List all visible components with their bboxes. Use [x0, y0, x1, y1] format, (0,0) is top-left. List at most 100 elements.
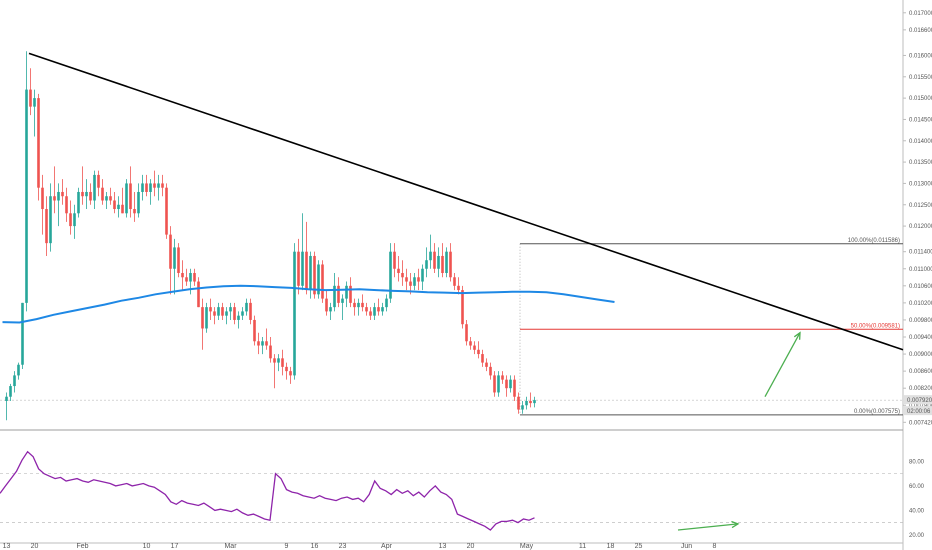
- rsi-tick-label: 60.00: [909, 484, 925, 490]
- price-tick-label: 0.017000: [909, 11, 932, 17]
- current-price-box: [904, 395, 932, 405]
- candle-body: [417, 277, 420, 282]
- candle-body: [5, 396, 8, 401]
- candle-body: [29, 89, 32, 107]
- time-tick-label: Jun: [681, 543, 692, 550]
- candle-body: [461, 290, 464, 325]
- price-tick-label: 0.008600: [909, 369, 932, 375]
- candle-body: [297, 251, 300, 286]
- candle-body: [313, 255, 316, 295]
- price-tick-label: 0.012500: [909, 203, 932, 209]
- candle-body: [57, 191, 60, 201]
- candle-body: [237, 315, 240, 320]
- candle-body: [201, 307, 204, 329]
- candle-body: [225, 311, 228, 316]
- time-tick-label: 11: [579, 543, 586, 550]
- fibonacci-retracement[interactable]: 100.00%(0.011586) 50.00%(0.009581) 0.00%(0…: [519, 238, 903, 416]
- candle-body: [361, 302, 364, 308]
- candle-body: [285, 366, 288, 372]
- candle-body: [181, 273, 184, 278]
- price-tick-label: 0.011000: [909, 267, 932, 273]
- projection-arrow-head: [793, 331, 801, 340]
- candle-body: [77, 191, 80, 214]
- price-tick-label: 0.012000: [909, 224, 932, 230]
- candle-body: [65, 196, 68, 214]
- candle-body: [365, 307, 368, 312]
- price-tick-label: 0.009400: [909, 335, 932, 341]
- candle-body: [393, 251, 396, 269]
- price-tick-label: 0.010600: [909, 284, 932, 290]
- candle-body: [105, 196, 108, 201]
- time-tick-label: 13: [3, 543, 11, 550]
- axes-layer: 0.017000 0.016600 0.016000 0.015500 0.015000…: [3, 11, 932, 550]
- candle-body: [133, 209, 136, 214]
- rsi-tick-label: 20.00: [909, 533, 925, 539]
- price-tick-label: 0.016600: [909, 28, 932, 34]
- candle-body: [349, 285, 352, 303]
- candle-body: [85, 191, 88, 197]
- candle-body: [421, 268, 424, 282]
- candle-body: [473, 345, 476, 350]
- countdown-label: 02:00:06: [907, 409, 931, 415]
- candle-body: [377, 307, 380, 312]
- time-tick-label: 10: [143, 543, 151, 550]
- candle-body: [533, 400, 536, 404]
- rsi-divergence-arrow-head: [731, 520, 740, 529]
- candle-body: [161, 183, 164, 188]
- price-tick-label: 0.009800: [909, 318, 932, 324]
- time-tick-label: 18: [607, 543, 615, 550]
- candle-body: [325, 298, 328, 312]
- fib-level-label: 50.00%(0.009581): [851, 323, 900, 329]
- candle-body: [81, 191, 84, 197]
- candle-body: [409, 281, 412, 286]
- current-price-label: 0.007920: [907, 398, 932, 404]
- candle-body: [413, 277, 416, 286]
- candle-body: [37, 98, 40, 188]
- time-tick-label: Apr: [381, 543, 393, 550]
- price-tick-label: 0.007420: [909, 420, 932, 426]
- candle-body: [265, 341, 268, 346]
- candle-body: [333, 285, 336, 308]
- candle-body: [497, 375, 500, 393]
- candle-body: [221, 307, 224, 316]
- trendline-drawing[interactable]: [28, 52, 904, 351]
- candle-body: [261, 341, 264, 346]
- candle-body: [509, 379, 512, 389]
- projection-arrows[interactable]: [764, 331, 801, 398]
- rsi-tick-label: 80.00: [909, 459, 925, 465]
- candle-body: [157, 183, 160, 188]
- candle-body: [277, 358, 280, 363]
- rsi-tick-label: 40.00: [909, 508, 925, 514]
- candle-body: [21, 302, 24, 365]
- candle-body: [205, 307, 208, 329]
- candle-body: [129, 183, 132, 210]
- candle-body: [17, 364, 20, 376]
- countdown-box: [904, 406, 932, 416]
- candle-body: [217, 307, 220, 316]
- candle-body: [281, 358, 284, 367]
- candle-body: [405, 277, 408, 282]
- candle-body: [69, 213, 72, 227]
- candle-body: [101, 187, 104, 201]
- time-tick-label: 20: [467, 543, 475, 550]
- moving-average-line: [2, 284, 615, 324]
- candle-body: [61, 191, 64, 197]
- price-tick-label: 0.015500: [909, 75, 932, 81]
- candle-body: [269, 345, 272, 359]
- moving-average-series: [2, 284, 615, 324]
- candle-body: [245, 302, 248, 312]
- candle-body: [505, 379, 508, 389]
- candle-body: [481, 354, 484, 363]
- candle-body: [185, 277, 188, 282]
- candle-body: [317, 264, 320, 295]
- candle-body: [177, 247, 180, 274]
- candle-body: [401, 273, 404, 278]
- candle-body: [477, 349, 480, 355]
- price-tick-label: 0.014000: [909, 139, 932, 145]
- candle-body: [529, 400, 532, 404]
- candle-body: [485, 362, 488, 367]
- time-tick-label: 8: [713, 543, 717, 550]
- candle-body: [345, 285, 348, 299]
- time-tick-label: 25: [635, 543, 643, 550]
